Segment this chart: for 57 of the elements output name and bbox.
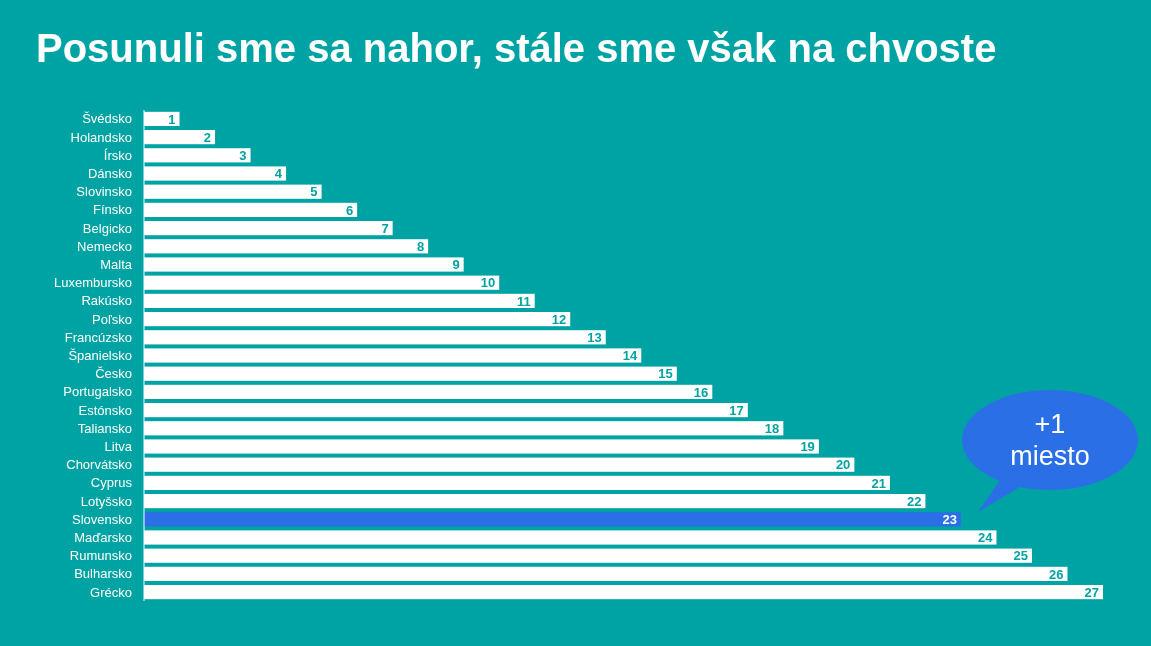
y-tick-label: Chorvátsko — [66, 457, 132, 473]
data-label: 15 — [658, 366, 673, 382]
data-label: 27 — [1084, 584, 1099, 600]
y-tick-label: Dánsko — [87, 166, 132, 182]
chart-title: Posunuli sme sa nahor, stále sme však na chvoste — [36, 26, 997, 70]
data-label: 10 — [480, 275, 496, 291]
data-label: 23 — [942, 511, 957, 527]
y-tick-label: Taliansko — [77, 420, 132, 436]
y-tick-label: Írsko — [103, 147, 132, 163]
y-tick-label: Belgicko — [82, 220, 132, 236]
y-tick-label: Grécko — [90, 584, 132, 600]
data-label: 4 — [274, 166, 283, 182]
annotation: +1 miesto — [1010, 409, 1090, 471]
data-label: 22 — [906, 493, 922, 509]
y-tick-label: Poľsko — [92, 311, 132, 327]
data-label: 14 — [622, 348, 639, 364]
data-label: 8 — [416, 238, 425, 254]
y-tick-label: Španielsko — [68, 348, 132, 364]
y-tick-label: Slovensko — [72, 511, 132, 527]
data-label: 21 — [871, 475, 886, 491]
data-label: 3 — [239, 147, 247, 163]
data-label: 12 — [551, 311, 567, 327]
y-tick-label: Litva — [104, 439, 133, 455]
data-label: 26 — [1049, 566, 1064, 582]
y-tick-label: Švédsko — [82, 111, 132, 127]
data-label: 20 — [835, 457, 851, 473]
data-label: 6 — [345, 202, 354, 218]
y-tick-label: Estónsko — [78, 402, 132, 418]
y-tick-label: Luxembursko — [53, 275, 132, 291]
data-label: 1 — [168, 111, 176, 127]
data-label: 24 — [977, 530, 994, 546]
y-tick-label: Malta — [100, 257, 133, 273]
data-label: 16 — [693, 384, 709, 400]
y-tick-label: Lotyšsko — [80, 493, 132, 509]
y-tick-label: Bulharsko — [74, 566, 132, 582]
data-label: 13 — [587, 329, 602, 345]
y-tick-label: Nemecko — [77, 238, 132, 254]
y-tick-label: Česko — [95, 366, 132, 382]
y-tick-label: Slovinsko — [76, 184, 132, 200]
y-tick-label: Portugalsko — [63, 384, 132, 400]
bar — [144, 512, 961, 527]
data-label: 5 — [310, 184, 318, 200]
data-label: 25 — [1013, 548, 1028, 564]
y-tick-label: Rumunsko — [69, 548, 132, 564]
y-tick-label: Francúzsko — [64, 329, 132, 345]
data-label: 19 — [800, 439, 815, 455]
data-label: 17 — [729, 402, 744, 418]
data-label: 7 — [381, 220, 389, 236]
data-label: 9 — [452, 257, 460, 273]
y-tick-label: Rakúsko — [81, 293, 132, 309]
data-label: 2 — [203, 129, 212, 145]
data-label: 11 — [516, 293, 531, 309]
y-tick-label: Cyprus — [90, 475, 133, 491]
y-tick-label: Maďarsko — [74, 530, 132, 546]
y-tick-label: Fínsko — [92, 202, 132, 218]
data-label: 18 — [764, 420, 780, 436]
y-tick-label: Holandsko — [70, 129, 132, 145]
